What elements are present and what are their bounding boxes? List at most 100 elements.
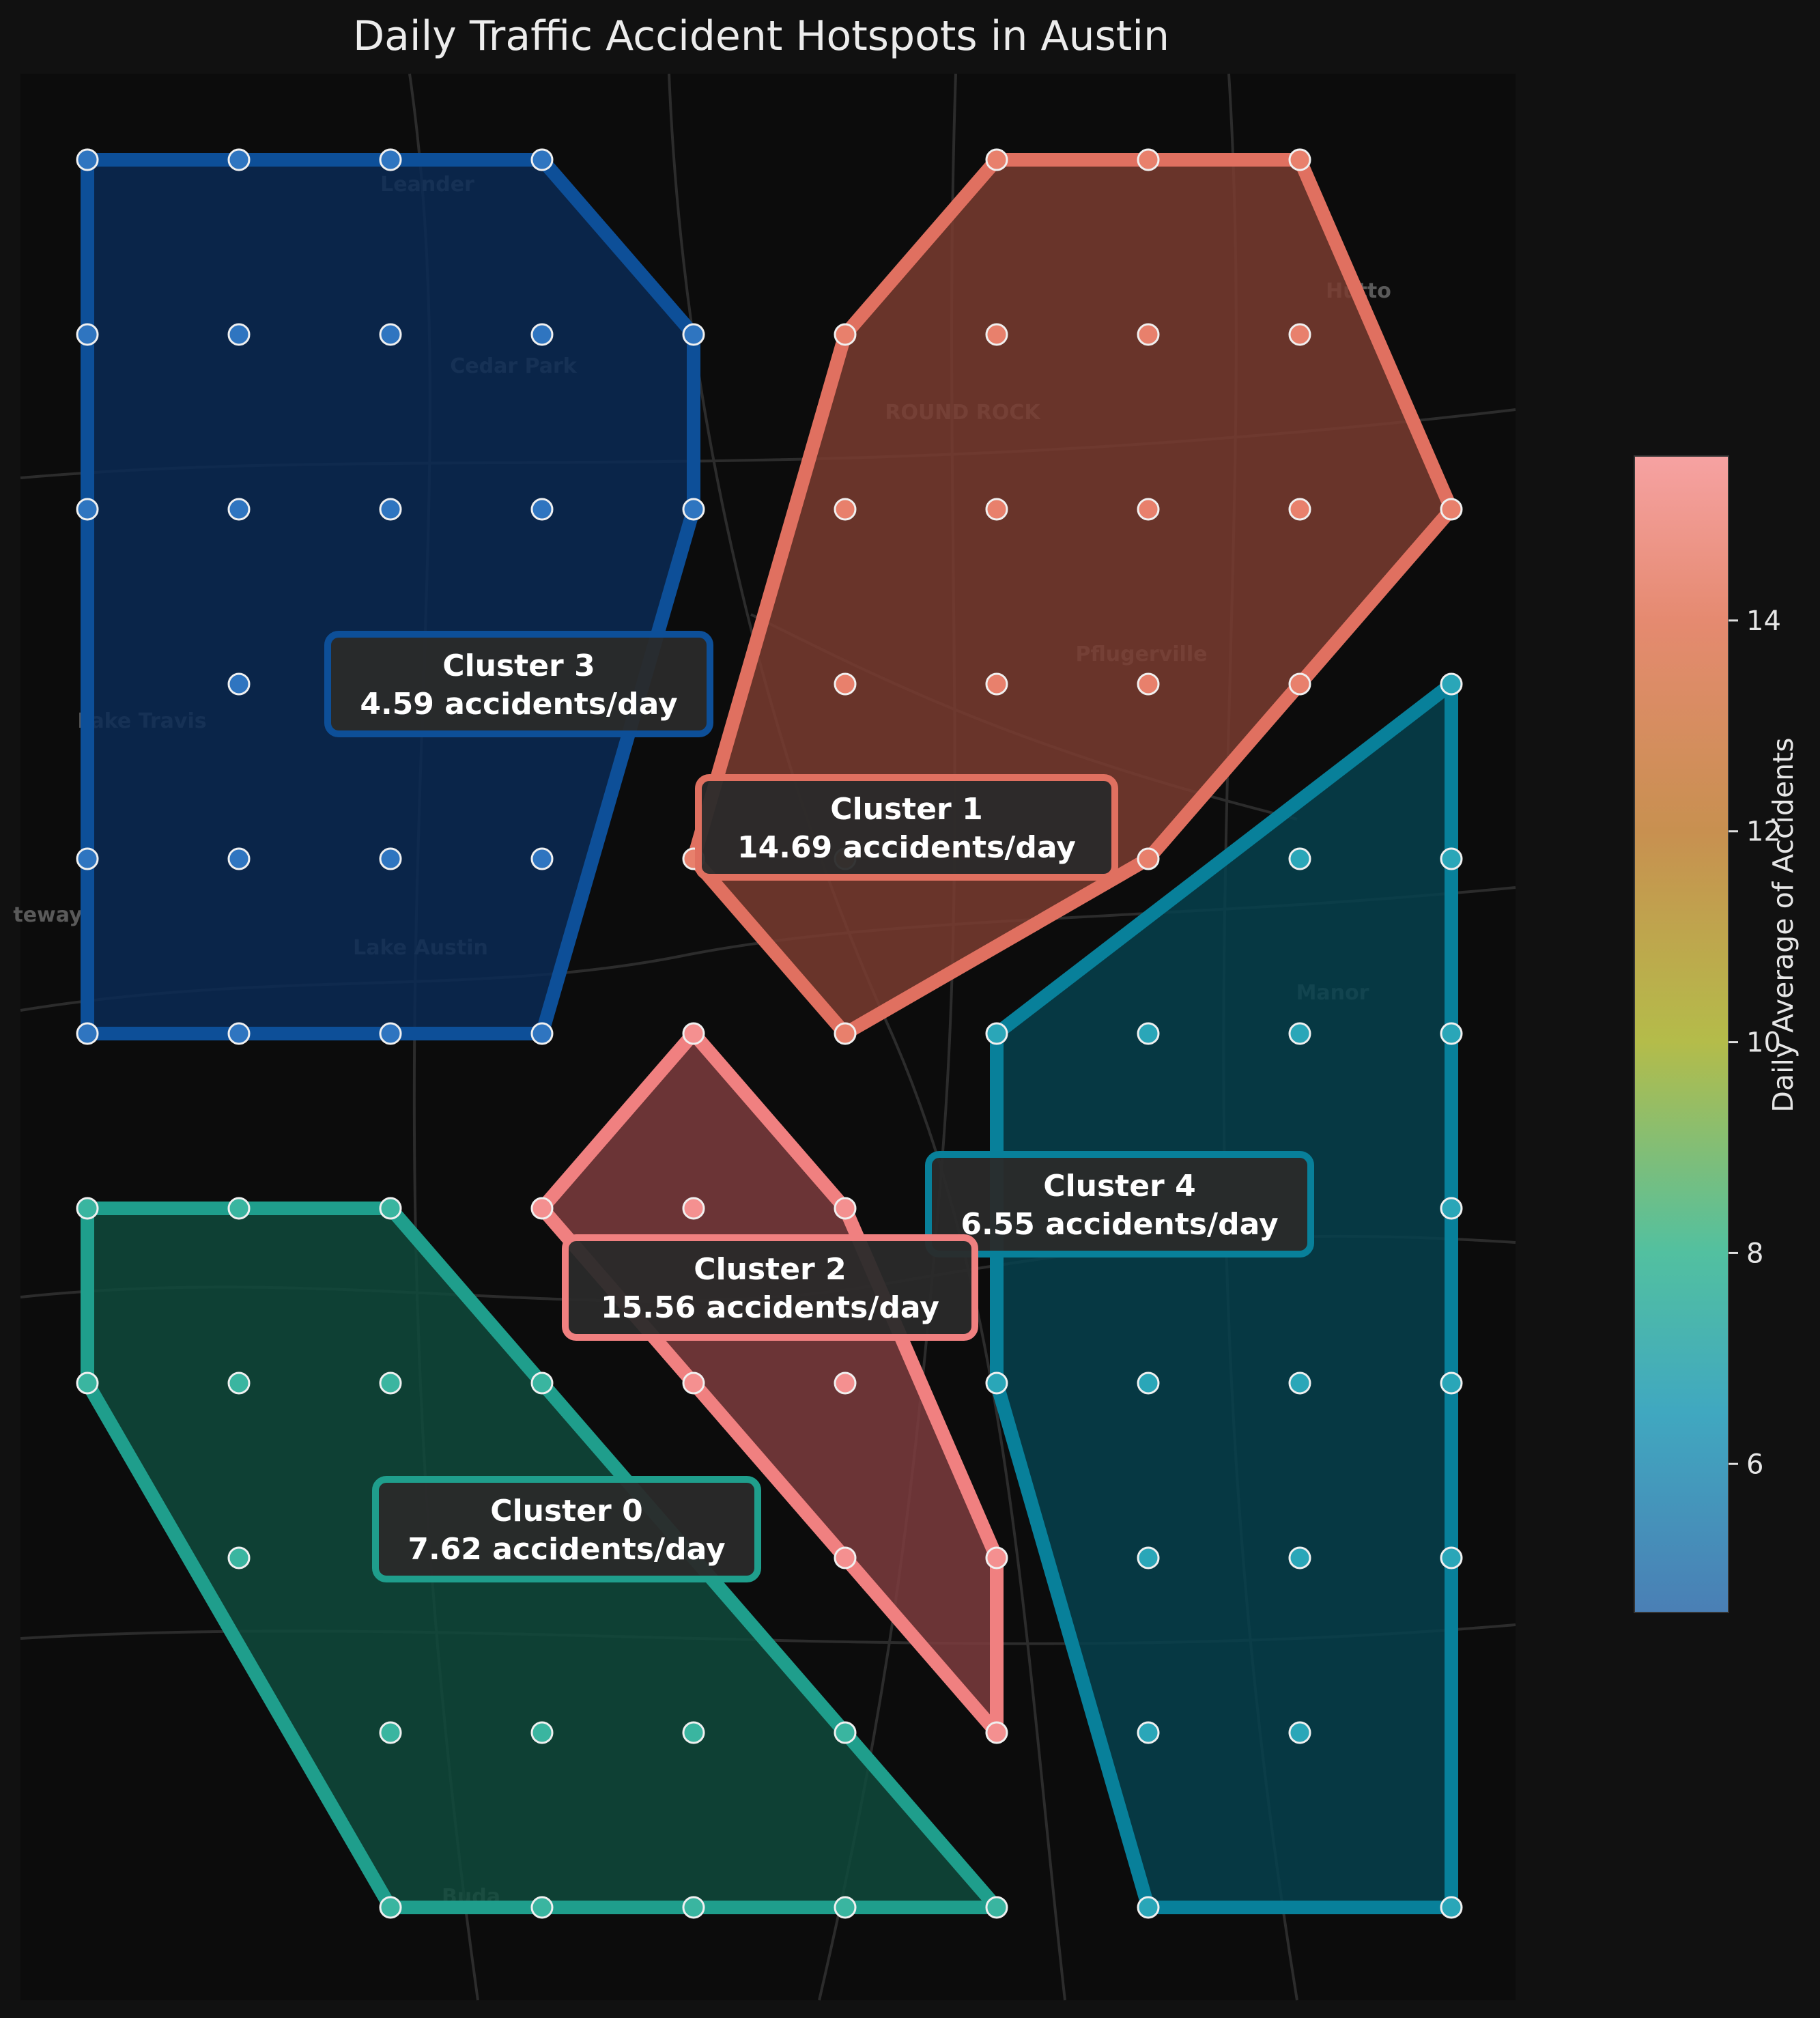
cluster-3-point — [682, 323, 705, 346]
cluster-2-point — [834, 1546, 857, 1569]
cluster-0-point — [530, 1896, 554, 1919]
colorbar-tick-label: 12 — [1746, 816, 1781, 848]
cluster-0-point — [76, 1197, 99, 1220]
cluster-3-point — [227, 1022, 251, 1045]
cluster-3-point — [227, 672, 251, 696]
cluster-3-point — [530, 148, 554, 171]
cluster-4-value: 6.55 accidents/day — [961, 1207, 1278, 1242]
cluster-1-annotation: Cluster 114.69 accidents/day — [695, 774, 1118, 881]
cluster-1-point — [1137, 672, 1160, 696]
cluster-3-point — [227, 498, 251, 521]
cluster-0-point — [834, 1721, 857, 1744]
cluster-1-point — [1137, 498, 1160, 521]
cluster-3-point — [682, 498, 705, 521]
cluster-1-point — [1288, 498, 1311, 521]
cluster-3-point — [76, 148, 99, 171]
cluster-3-point — [76, 498, 99, 521]
cluster-4-point — [1137, 1022, 1160, 1045]
cluster-3-point — [379, 847, 402, 870]
cluster-3-point — [227, 847, 251, 870]
cluster-3-point — [530, 323, 554, 346]
cluster-3-point — [530, 1022, 554, 1045]
cluster-4-point — [1440, 847, 1463, 870]
cluster-1-point — [834, 1022, 857, 1045]
cluster-4-point — [1137, 1721, 1160, 1744]
cluster-4-point — [1137, 1896, 1160, 1919]
cluster-4-point — [1137, 1372, 1160, 1395]
colorbar-label: Daily Average of Accidents — [1767, 737, 1800, 1113]
cluster-1-point — [985, 323, 1008, 346]
cluster-3-point — [76, 323, 99, 346]
annotation-box — [324, 631, 713, 737]
cluster-0-point — [682, 1721, 705, 1744]
cluster-2-value: 15.56 accidents/day — [601, 1290, 939, 1325]
cluster-0-point — [985, 1896, 1008, 1919]
cluster-1-point — [985, 672, 1008, 696]
cluster-0-label: Cluster 0 — [490, 1494, 642, 1529]
cluster-0-point — [227, 1372, 251, 1395]
cluster-4-point — [1440, 1022, 1463, 1045]
cluster-3-point — [530, 498, 554, 521]
cluster-0-point — [227, 1197, 251, 1220]
cluster-1-value: 14.69 accidents/day — [737, 830, 1076, 865]
cluster-0-point — [530, 1721, 554, 1744]
cluster-2-point — [682, 1197, 705, 1220]
cluster-4-point — [1288, 1546, 1311, 1569]
cluster-1-point — [985, 148, 1008, 171]
cluster-1-point — [1440, 498, 1463, 521]
cluster-1-point — [1288, 672, 1311, 696]
cluster-2-point — [834, 1372, 857, 1395]
cluster-4-point — [1440, 1372, 1463, 1395]
cluster-4-point — [1288, 1721, 1311, 1744]
cluster-0-point — [379, 1372, 402, 1395]
colorbar-tick-label: 10 — [1746, 1027, 1781, 1059]
cluster-1-point — [1137, 847, 1160, 870]
cluster-3-point — [379, 323, 402, 346]
cluster-4-hull — [990, 677, 1458, 1914]
cluster-4-point — [1440, 1546, 1463, 1569]
cluster-1-point — [1288, 323, 1311, 346]
cluster-annotations: Cluster 3 4.59 accidents/day Cluster 114.6… — [324, 631, 1314, 1582]
cluster-1-label: Cluster 1 — [830, 792, 982, 827]
cluster-4-point — [1137, 1546, 1160, 1569]
map-label-gateway: teway — [13, 903, 83, 927]
cluster-2-point — [682, 1022, 705, 1045]
cluster-0-point — [227, 1546, 251, 1569]
cluster-2-hull — [535, 1027, 1004, 1739]
cluster-3-point — [227, 148, 251, 171]
cluster-4-point — [1288, 1372, 1311, 1395]
cluster-0-value: 7.62 accidents/day — [408, 1532, 725, 1567]
cluster-0-annotation: Cluster 07.62 accidents/day — [372, 1476, 761, 1582]
cluster-3-value: 4.59 accidents/day — [360, 687, 677, 722]
annotation-box — [372, 1476, 761, 1582]
cluster-0-point — [379, 1896, 402, 1919]
cluster-3-label: Cluster 3 — [442, 649, 595, 683]
cluster-1-point — [834, 672, 857, 696]
cluster-2-point — [834, 1197, 857, 1220]
cluster-0-point — [379, 1197, 402, 1220]
cluster-2-annotation: Cluster 215.56 accidents/day — [562, 1234, 978, 1341]
cluster-4-annotation: Cluster 46.55 accidents/day — [925, 1151, 1314, 1257]
chart-title: Daily Traffic Accident Hotspots in Austi… — [352, 12, 1170, 60]
cluster-1-point — [834, 498, 857, 521]
cluster-4-point — [985, 1022, 1008, 1045]
cluster-3-point — [379, 148, 402, 171]
cluster-1-point — [1137, 323, 1160, 346]
cluster-4-label: Cluster 4 — [1043, 1169, 1195, 1204]
cluster-2-point — [985, 1721, 1008, 1744]
annotation-box — [925, 1151, 1314, 1257]
cluster-2-label: Cluster 2 — [694, 1252, 846, 1287]
cluster-4-point — [1440, 1197, 1463, 1220]
cluster-3-point — [530, 847, 554, 870]
cluster-0-point — [530, 1372, 554, 1395]
cluster-3-point — [76, 847, 99, 870]
colorbar-tick-label: 6 — [1746, 1449, 1763, 1480]
cluster-3-point — [379, 498, 402, 521]
cluster-2-point — [530, 1197, 554, 1220]
colorbar-ticks: 6 8 10 12 14 — [1729, 606, 1781, 1480]
cluster-points — [76, 148, 1463, 1919]
cluster-3-point — [379, 1022, 402, 1045]
cluster-4-point — [1440, 1896, 1463, 1919]
annotation-box — [695, 774, 1118, 881]
